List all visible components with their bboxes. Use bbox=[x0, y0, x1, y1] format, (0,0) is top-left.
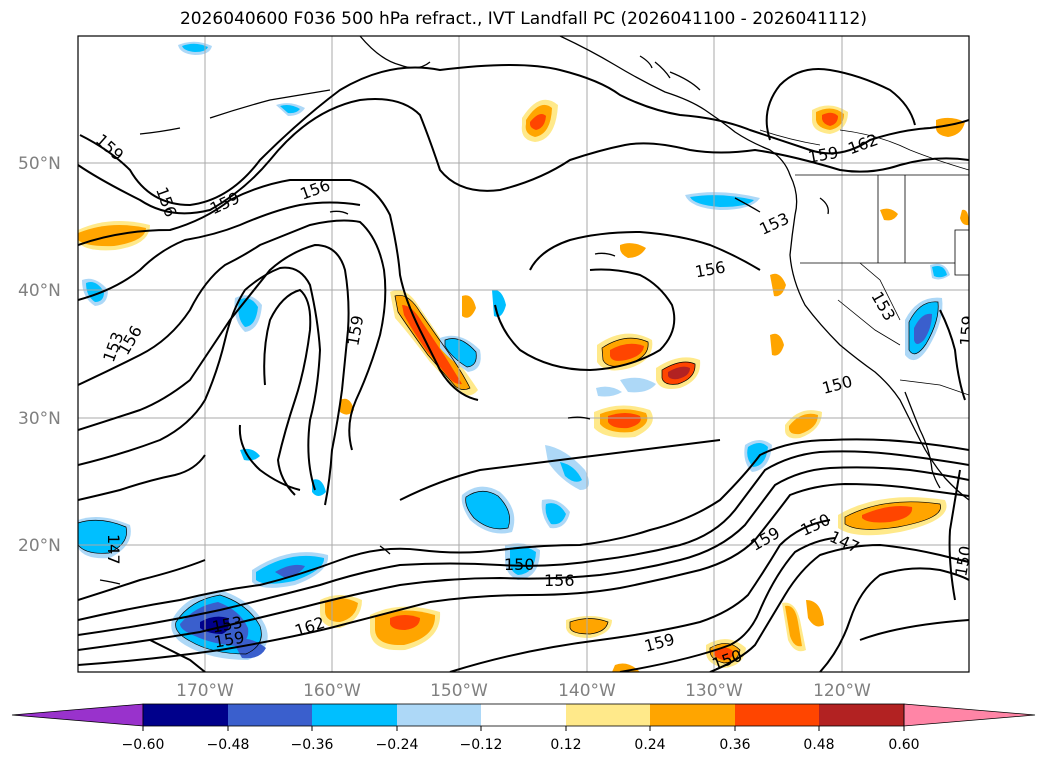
colorbar-tick-label: 0.24 bbox=[634, 737, 665, 753]
colorbar-segment bbox=[397, 704, 481, 726]
lat-label: 40°N bbox=[18, 281, 61, 301]
colorbar-tick-label: −0.36 bbox=[291, 737, 334, 753]
colorbar: −0.60 −0.48 −0.36 −0.24 −0.12 0.12 0.24 … bbox=[11, 703, 1036, 753]
colorbar-segment bbox=[735, 704, 819, 726]
colorbar-segment bbox=[819, 704, 904, 726]
borders bbox=[759, 129, 969, 396]
colorbar-segment bbox=[143, 704, 228, 726]
lon-label: 140°W bbox=[558, 681, 616, 701]
lon-label: 130°W bbox=[685, 681, 743, 701]
colorbar-tick-label: −0.48 bbox=[207, 737, 250, 753]
colorbar-tick-labels: −0.60 −0.48 −0.36 −0.24 −0.12 0.12 0.24 … bbox=[122, 737, 920, 753]
colorbar-segment bbox=[312, 704, 397, 726]
anomaly-fills bbox=[78, 41, 969, 672]
colorbar-frame bbox=[142, 703, 905, 727]
refractivity-contours bbox=[78, 64, 969, 672]
colorbar-tick-label: −0.60 bbox=[122, 737, 165, 753]
colorbar-segment bbox=[228, 704, 312, 726]
map-frame bbox=[77, 35, 970, 673]
contour-label: 150 bbox=[951, 544, 975, 577]
contour-label: 150 bbox=[504, 555, 535, 574]
colorbar-tick-label: 0.60 bbox=[888, 737, 919, 753]
colorbar-tick-label: 0.36 bbox=[719, 737, 750, 753]
lon-label: 170°W bbox=[176, 681, 234, 701]
lat-label: 50°N bbox=[18, 154, 61, 174]
colorbar-segment bbox=[650, 704, 735, 726]
colorbar-segment bbox=[481, 704, 566, 726]
lon-label: 160°W bbox=[303, 681, 361, 701]
lat-label: 30°N bbox=[18, 409, 61, 429]
longitude-labels: 170°W 160°W 150°W 140°W 130°W 120°W bbox=[176, 681, 871, 701]
colorbar-extend-high bbox=[903, 703, 1036, 727]
colorbar-tick-label: −0.24 bbox=[376, 737, 419, 753]
contour-label: 156 bbox=[544, 571, 575, 590]
latitude-labels: 50°N 40°N 30°N 20°N bbox=[18, 154, 61, 556]
contour-label: 147 bbox=[104, 534, 123, 565]
coastlines bbox=[99, 36, 969, 585]
lon-label: 120°W bbox=[813, 681, 871, 701]
colorbar-tick-label: 0.12 bbox=[550, 737, 581, 753]
lon-label: 150°W bbox=[430, 681, 488, 701]
colorbar-segment bbox=[566, 704, 650, 726]
contour-label: 159 bbox=[956, 315, 978, 347]
colorbar-ticks bbox=[142, 726, 905, 731]
map-title: 2026040600 F036 500 hPa refract., IVT La… bbox=[179, 9, 867, 29]
colorbar-extend-low bbox=[11, 703, 144, 727]
colorbar-tick-label: −0.12 bbox=[460, 737, 503, 753]
lat-label: 20°N bbox=[18, 536, 61, 556]
colorbar-tick-label: 0.48 bbox=[803, 737, 834, 753]
graticule bbox=[78, 36, 969, 672]
